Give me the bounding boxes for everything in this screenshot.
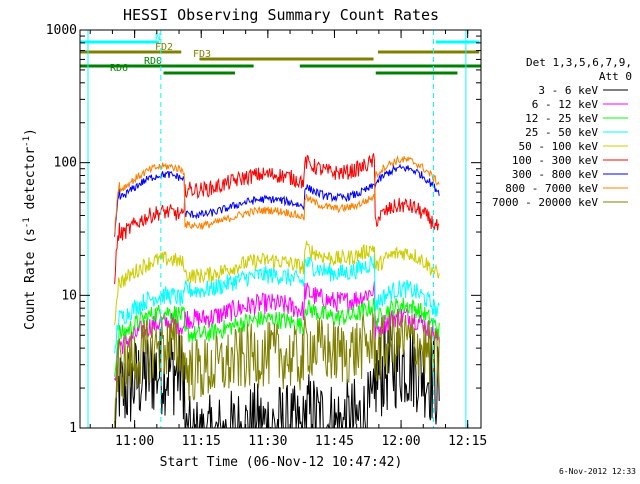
- legend-label: 3 - 6 keV: [538, 84, 598, 97]
- x-tick-layer: 11:00 11:15 11:30 11:45 12:00 12:15: [89, 30, 487, 449]
- series-line: [114, 154, 440, 236]
- y-label-end: ): [23, 128, 38, 136]
- y-label-main: Count Rate (s: [23, 228, 38, 330]
- flag-label-fd3: FD3: [193, 49, 211, 60]
- x-axis-label: Start Time (06-Nov-12 10:47:42): [160, 455, 403, 470]
- series-line: [114, 163, 440, 237]
- plot-frame: [79, 29, 482, 429]
- y-label-mid: detector: [23, 147, 38, 218]
- legend-header-line1: Det 1,3,5,6,7,9,: [526, 56, 632, 69]
- y-label-sup1: -1: [22, 217, 32, 228]
- legend-label: 25 - 50 keV: [525, 126, 598, 139]
- x-tick-label: 11:45: [315, 434, 354, 449]
- timestamp: 6-Nov-2012 12:33: [559, 467, 636, 476]
- series-line: [114, 321, 440, 428]
- series-line: [114, 153, 440, 285]
- legend-label: 7000 - 20000 keV: [492, 196, 598, 209]
- x-tick-label: 12:00: [381, 434, 420, 449]
- series-line: [114, 253, 440, 354]
- y-tick-label: 1000: [46, 23, 77, 38]
- series-line: [114, 281, 440, 381]
- legend-label: 800 - 7000 keV: [505, 182, 598, 195]
- series-line: [114, 308, 440, 428]
- legend-label: 6 - 12 keV: [532, 98, 599, 111]
- y-tick-label: 100: [54, 156, 77, 171]
- y-tick-label: 1: [69, 421, 77, 436]
- y-axis-label: Count Rate (s-1 detector-1): [22, 128, 38, 330]
- chart-title: HESSI Observing Summary Count Rates: [123, 6, 439, 24]
- series-line: [114, 240, 440, 326]
- legend-label: 300 - 800 keV: [512, 168, 598, 181]
- legend-label: 12 - 25 keV: [525, 112, 598, 125]
- legend-label: 100 - 300 keV: [512, 154, 598, 167]
- flag-label-rd6: RD6: [110, 63, 128, 74]
- y-label-sup2: -1: [22, 136, 32, 147]
- svg-text:Count Rate (s-1 detector-1): Count Rate (s-1 detector-1): [22, 128, 38, 330]
- series-layer: [114, 153, 440, 428]
- series-line: [114, 297, 440, 377]
- flag-label-n: N: [155, 32, 161, 43]
- x-tick-label: 12:15: [448, 434, 487, 449]
- x-tick-label: 11:15: [182, 434, 221, 449]
- y-tick-label: 10: [61, 288, 77, 303]
- flag-label-fd2: FD2: [155, 42, 173, 53]
- x-tick-label: 11:30: [248, 434, 287, 449]
- flag-label-rd0: RD0: [144, 56, 162, 67]
- vertical-marker-layer: [87, 30, 467, 428]
- x-tick-label: 11:00: [115, 434, 154, 449]
- y-tick-layer: 1 10 100 1000: [46, 23, 481, 436]
- legend-header-line2: Att 0: [599, 70, 632, 83]
- legend-label: 50 - 100 keV: [519, 140, 599, 153]
